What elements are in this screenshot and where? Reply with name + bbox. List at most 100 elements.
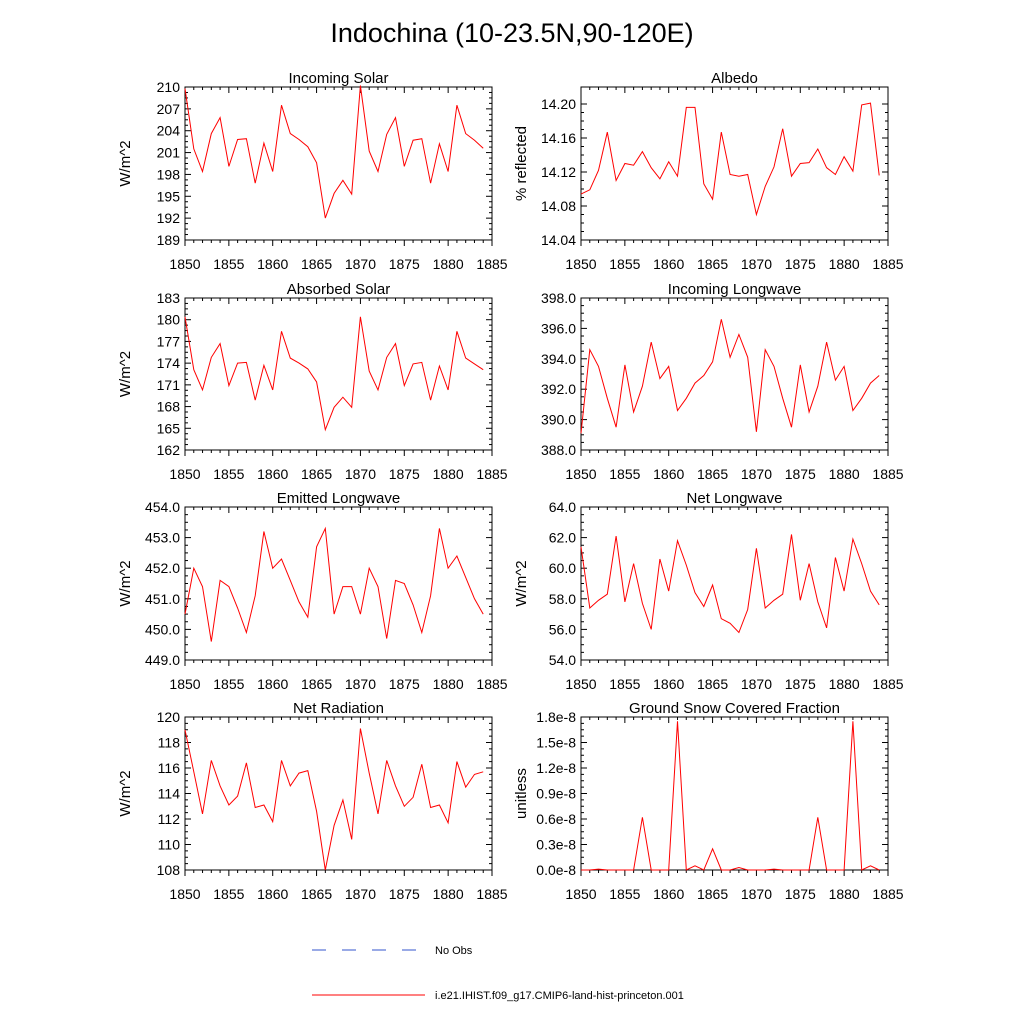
x-tick-label: 1875 [389, 886, 420, 902]
y-axis-label: W/m^2 [117, 560, 134, 606]
figure-title: Indochina (10-23.5N,90-120E) [330, 18, 693, 48]
y-tick-label: 62.0 [549, 530, 576, 546]
panel-5: 449.0 450.0 451.0 452.0 453.0 454.0 1850 1855 18… [117, 490, 508, 692]
y-tick-label: 180 [157, 312, 181, 328]
x-tick-label: 1850 [565, 886, 596, 902]
panel-title: Incoming Longwave [668, 281, 801, 298]
x-tick-label: 1855 [609, 466, 640, 482]
y-tick-label: 451.0 [145, 591, 180, 607]
y-axis-label: W/m^2 [117, 351, 134, 397]
x-tick-label: 1855 [609, 886, 640, 902]
series-line [184, 316, 484, 432]
panel-2: 14.04 14.08 14.12 14.16 14.20 1850 1855 1860 186… [513, 70, 904, 272]
x-tick-label: 1885 [872, 256, 903, 272]
plot-frame [184, 716, 493, 871]
series-line [184, 85, 484, 219]
series-line [581, 721, 880, 871]
panel-title: Net Radiation [293, 700, 384, 717]
y-tick-label: 64.0 [549, 499, 576, 515]
x-tick-label: 1865 [697, 256, 728, 272]
x-tick-label: 1865 [697, 886, 728, 902]
y-tick-label: 118 [158, 735, 181, 751]
y-tick-label: 108 [157, 862, 181, 878]
x-tick-label: 1865 [697, 676, 728, 692]
y-axis-label: W/m^2 [117, 770, 134, 816]
y-tick-label: 207 [157, 101, 181, 117]
x-tick-label: 1855 [609, 256, 640, 272]
panel-4: 388.0 390.0 392.0 394.0 396.0 398.0 1850 1855 18… [541, 281, 904, 482]
panel-3: 162 165 168 171 174 177 180 183 1850 1855 1860 1865… [117, 281, 508, 482]
x-tick-label: 1855 [213, 256, 244, 272]
y-axis-label: W/m^2 [117, 140, 134, 186]
y-tick-label: 174 [157, 355, 181, 371]
y-tick-label: 392.0 [541, 381, 576, 397]
x-tick-label: 1875 [785, 676, 816, 692]
series-line [184, 728, 484, 871]
legend-case-label: i.e21.IHIST.f09_g17.CMIP6-land-hist-prin… [435, 990, 684, 1002]
x-tick-label: 1860 [257, 256, 288, 272]
x-tick-label: 1870 [741, 886, 772, 902]
x-tick-label: 1860 [653, 466, 684, 482]
y-tick-label: 452.0 [145, 560, 180, 576]
x-tick-label: 1880 [433, 256, 464, 272]
x-tick-label: 1885 [872, 466, 903, 482]
panels: 189 192 195 198 201 204 207 210 1850 1855 1860 1865… [117, 70, 904, 902]
x-tick-label: 1855 [213, 886, 244, 902]
plot-frame [184, 297, 493, 451]
y-tick-label: 14.20 [541, 96, 576, 112]
y-tick-label: 1.2e-8 [536, 760, 576, 776]
x-tick-label: 1870 [741, 256, 772, 272]
x-tick-label: 1850 [169, 676, 200, 692]
x-tick-label: 1855 [213, 466, 244, 482]
y-tick-label: 1.8e-8 [536, 709, 576, 725]
x-tick-label: 1850 [169, 466, 200, 482]
y-tick-label: 14.08 [541, 198, 576, 214]
panel-title: Albedo [711, 70, 758, 87]
panel-title: Absorbed Solar [287, 281, 390, 298]
panel-8: 0.0e-8 0.3e-8 0.6e-8 0.9e-8 1.2e-8 1.5e-8 1.8e… [513, 700, 904, 902]
y-tick-label: 0.9e-8 [536, 786, 576, 802]
x-tick-label: 1880 [433, 676, 464, 692]
panel-title: Net Longwave [687, 490, 783, 507]
y-tick-label: 192 [157, 210, 181, 226]
y-tick-label: 0.6e-8 [536, 811, 576, 827]
x-tick-label: 1880 [433, 466, 464, 482]
y-tick-label: 14.12 [541, 164, 576, 180]
y-tick-label: 0.0e-8 [536, 862, 576, 878]
y-tick-label: 198 [157, 166, 181, 182]
y-tick-label: 168 [157, 399, 181, 415]
x-tick-label: 1870 [741, 466, 772, 482]
y-tick-label: 454.0 [145, 499, 180, 515]
legend: No Obs i.e21.IHIST.f09_g17.CMIP6-land-hi… [312, 945, 684, 1002]
y-tick-label: 116 [158, 760, 181, 776]
x-tick-label: 1885 [476, 886, 507, 902]
y-axis-label: % reflected [513, 126, 530, 201]
x-tick-label: 1870 [345, 886, 376, 902]
y-tick-label: 0.3e-8 [536, 837, 576, 853]
y-tick-label: 201 [157, 145, 181, 161]
x-tick-label: 1870 [345, 466, 376, 482]
x-tick-label: 1875 [389, 256, 420, 272]
panel-title: Incoming Solar [288, 70, 388, 87]
y-axis-label: W/m^2 [513, 560, 530, 606]
series-line [580, 534, 880, 634]
y-tick-label: 112 [158, 811, 181, 827]
y-tick-label: 195 [157, 188, 181, 204]
y-tick-label: 120 [157, 709, 181, 725]
x-tick-label: 1865 [301, 466, 332, 482]
y-tick-label: 14.04 [541, 232, 576, 248]
y-tick-label: 54.0 [549, 652, 576, 668]
plot-frame [580, 716, 889, 871]
panel-title: Ground Snow Covered Fraction [629, 700, 840, 717]
x-tick-label: 1860 [257, 676, 288, 692]
y-tick-label: 388.0 [541, 442, 576, 458]
series-line [184, 526, 484, 642]
y-tick-label: 183 [157, 290, 181, 306]
legend-no-obs-label: No Obs [435, 945, 473, 957]
x-tick-label: 1875 [785, 466, 816, 482]
y-tick-label: 394.0 [541, 351, 576, 367]
x-tick-label: 1865 [301, 676, 332, 692]
y-tick-label: 60.0 [549, 560, 576, 576]
y-tick-label: 390.0 [541, 412, 576, 428]
